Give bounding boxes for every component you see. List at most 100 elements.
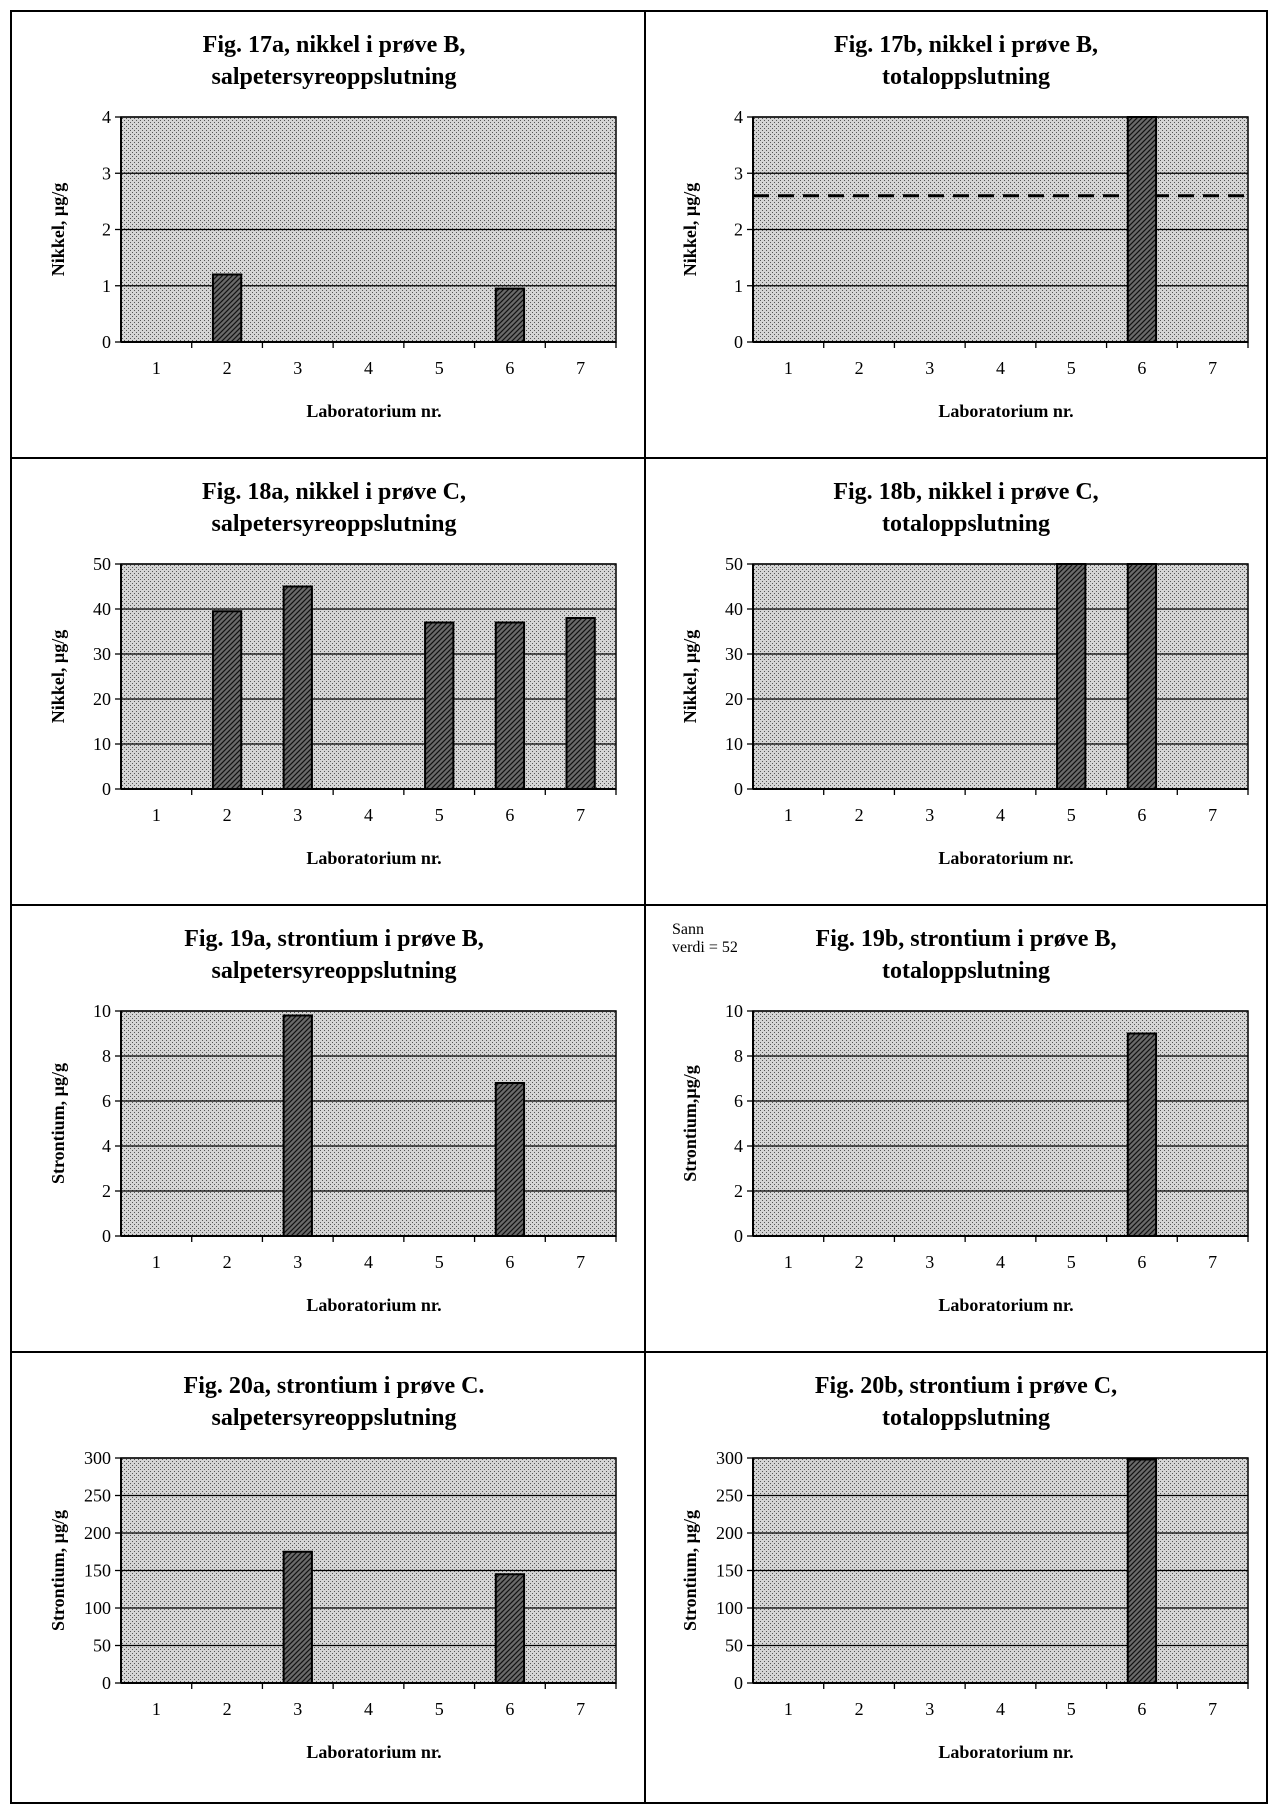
x-tick-label: 4	[364, 805, 373, 825]
x-tick-label: 2	[855, 1252, 864, 1272]
bar	[1126, 563, 1158, 790]
annotation-line2: verdi = 52	[672, 939, 738, 956]
y-tick-label: 30	[725, 644, 743, 664]
x-tick-label: 3	[925, 1699, 934, 1719]
y-axis-label: Nikkel, µg/g	[48, 630, 68, 723]
chart-title-line2: totaloppslutning	[882, 958, 1050, 984]
x-tick-label: 6	[1137, 358, 1146, 378]
figure-grid: Fig. 17a, nikkel i prøve B, salpetersyreo…	[10, 10, 1268, 1804]
x-tick-label: 6	[505, 805, 514, 825]
x-tick-label: 1	[152, 358, 161, 378]
y-tick-label: 10	[93, 1001, 111, 1021]
x-axis-label: Laboratorium nr.	[938, 1742, 1073, 1762]
y-tick-label: 4	[734, 1136, 743, 1156]
x-tick-label: 4	[996, 358, 1005, 378]
x-tick-label: 1	[784, 1699, 793, 1719]
x-tick-label: 7	[1208, 1252, 1217, 1272]
x-tick-label: 7	[576, 805, 585, 825]
chart-title-line2: salpetersyreoppslutning	[212, 511, 457, 537]
x-axis-label: Laboratorium nr.	[306, 401, 441, 421]
x-tick-label: 2	[855, 358, 864, 378]
bar	[494, 1573, 526, 1684]
y-tick-label: 40	[93, 599, 111, 619]
y-tick-label: 30	[93, 644, 111, 664]
chart-18a: Fig. 18a, nikkel i prøve C, salpetersyreo…	[48, 479, 617, 868]
x-tick-label: 2	[223, 358, 232, 378]
chart-title-line1: Fig. 19b, strontium i prøve B,	[816, 926, 1117, 952]
y-tick-label: 1	[734, 276, 743, 296]
y-tick-label: 50	[725, 1636, 743, 1656]
x-tick-label: 4	[364, 1252, 373, 1272]
x-tick-label: 1	[784, 1252, 793, 1272]
y-tick-label: 10	[725, 1001, 743, 1021]
panel-divider-3	[12, 1351, 1266, 1353]
x-tick-label: 4	[364, 1699, 373, 1719]
chart-panel-18b: Fig. 18b, nikkel i prøve C, totaloppslutn…	[648, 459, 1266, 899]
y-tick-label: 4	[102, 107, 111, 127]
x-tick-label: 5	[1067, 805, 1076, 825]
y-tick-label: 0	[734, 1226, 743, 1246]
x-tick-label: 1	[784, 805, 793, 825]
chart-title-line2: salpetersyreoppslutning	[212, 64, 457, 90]
x-tick-label: 5	[435, 358, 444, 378]
chart-panel-20a: Fig. 20a, strontium i prøve C. salpetersy…	[16, 1353, 636, 1793]
bar	[494, 287, 526, 343]
plot-area	[120, 563, 617, 790]
y-tick-label: 0	[102, 1673, 111, 1693]
plot-area	[752, 1010, 1249, 1237]
x-tick-label: 3	[293, 1699, 302, 1719]
bar	[494, 1082, 526, 1237]
x-axis-label: Laboratorium nr.	[938, 848, 1073, 868]
x-tick-label: 2	[855, 1699, 864, 1719]
y-tick-label: 50	[725, 554, 743, 574]
y-tick-label: 0	[102, 1226, 111, 1246]
chart-title-line1: Fig. 17b, nikkel i prøve B,	[834, 32, 1098, 58]
chart-panel-19a: Fig. 19a, strontium i prøve B, salpetersy…	[16, 906, 636, 1346]
x-tick-label: 6	[505, 1252, 514, 1272]
panel-divider-2	[12, 904, 1266, 906]
y-tick-label: 200	[716, 1523, 743, 1543]
x-tick-label: 4	[996, 1252, 1005, 1272]
y-tick-label: 1	[102, 276, 111, 296]
bar	[282, 1550, 313, 1684]
chart-title-line2: totaloppslutning	[882, 64, 1050, 90]
x-axis-label: Laboratorium nr.	[306, 1295, 441, 1315]
bar	[424, 621, 455, 790]
panel-divider-1	[12, 457, 1266, 459]
x-tick-label: 7	[576, 1699, 585, 1719]
chart-17b: Fig. 17b, nikkel i prøve B, totaloppslutn…	[680, 32, 1249, 421]
x-tick-label: 6	[1137, 1252, 1146, 1272]
bar	[211, 273, 243, 343]
y-tick-label: 3	[734, 163, 743, 183]
chart-title-line1: Fig. 19a, strontium i prøve B,	[184, 926, 484, 952]
x-tick-label: 4	[996, 805, 1005, 825]
x-tick-label: 1	[784, 358, 793, 378]
y-axis-label: Strontium, µg/g	[48, 1063, 68, 1184]
x-tick-label: 7	[1208, 358, 1217, 378]
chart-panel-17a: Fig. 17a, nikkel i prøve B, salpetersyreo…	[16, 12, 636, 452]
x-tick-label: 3	[293, 358, 302, 378]
y-axis-label: Nikkel, µg/g	[680, 183, 700, 276]
y-tick-label: 4	[102, 1136, 111, 1156]
y-tick-label: 100	[716, 1598, 743, 1618]
x-tick-label: 5	[1067, 1699, 1076, 1719]
x-tick-label: 6	[505, 1699, 514, 1719]
chart-title-line2: totaloppslutning	[882, 511, 1050, 537]
y-tick-label: 10	[93, 734, 111, 754]
x-tick-label: 2	[223, 1699, 232, 1719]
x-tick-label: 5	[435, 1699, 444, 1719]
x-tick-label: 1	[152, 805, 161, 825]
x-tick-label: 3	[925, 805, 934, 825]
x-tick-label: 1	[152, 1699, 161, 1719]
y-axis-label: Strontium, µg/g	[48, 1510, 68, 1631]
chart-title-line1: Fig. 20a, strontium i prøve C.	[184, 1373, 485, 1399]
y-tick-label: 50	[93, 554, 111, 574]
bar	[282, 1014, 313, 1237]
x-tick-label: 7	[1208, 805, 1217, 825]
x-tick-label: 5	[1067, 1252, 1076, 1272]
x-tick-label: 4	[996, 1699, 1005, 1719]
y-tick-label: 10	[725, 734, 743, 754]
y-tick-label: 40	[725, 599, 743, 619]
x-tick-label: 6	[1137, 1699, 1146, 1719]
y-tick-label: 6	[102, 1091, 111, 1111]
